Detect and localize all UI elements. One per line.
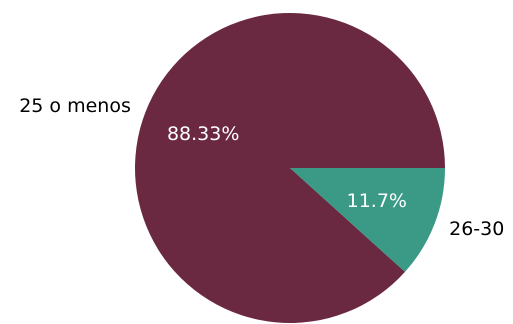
pie-pct-label-1: 88.33% — [167, 123, 239, 145]
pie-category-label-2: 26-30 — [449, 218, 504, 240]
pie-slice-1 — [134, 13, 446, 324]
pie-slice-2 — [290, 168, 445, 272]
pie-pct-label-2: 11.7% — [347, 190, 407, 212]
pie-slices — [134, 13, 446, 324]
pie-category-label-1: 25 o menos — [19, 95, 131, 117]
pie-labels: 88.33% 25 o menos 11.7% 26-30 — [19, 95, 504, 240]
